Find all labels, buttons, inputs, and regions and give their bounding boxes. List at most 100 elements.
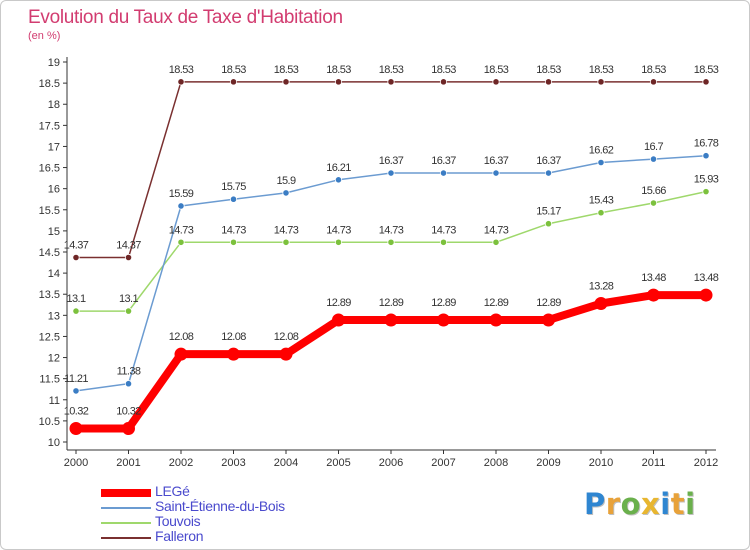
data-label: 16.62 (589, 144, 614, 156)
legend-swatch (101, 521, 151, 524)
data-label: 13.28 (589, 281, 614, 293)
y-tick-label: 13 (48, 310, 60, 322)
data-point (702, 188, 710, 196)
data-point (489, 313, 503, 327)
data-label: 10.32 (116, 405, 141, 417)
data-label: 15.9 (276, 175, 295, 187)
x-tick-label: 2005 (326, 457, 350, 469)
data-label: 14.73 (484, 224, 509, 236)
data-point (122, 421, 135, 435)
data-point (699, 288, 713, 302)
chart-title: Evolution du Taux de Taxe d'Habitation (28, 7, 343, 28)
data-point (124, 380, 133, 388)
x-tick-label: 2001 (116, 457, 140, 469)
data-label: 18.53 (274, 64, 299, 76)
data-label: 18.53 (484, 64, 509, 76)
x-tick-label: 2010 (589, 457, 613, 469)
data-label: 16.37 (431, 155, 456, 167)
data-label: 10.32 (64, 405, 89, 417)
data-point (72, 253, 80, 262)
data-label: 18.53 (641, 64, 666, 76)
data-point (229, 195, 238, 203)
y-tick-label: 19 (48, 57, 60, 69)
data-label: 12.08 (169, 331, 194, 343)
data-label: 18.53 (694, 64, 719, 76)
series-3 (72, 78, 710, 262)
data-label: 16.78 (694, 138, 719, 150)
data-label: 14.73 (326, 224, 351, 236)
data-label: 13.1 (66, 293, 85, 305)
y-tick-label: 14 (48, 268, 60, 280)
data-label: 18.53 (221, 64, 246, 76)
data-point (492, 78, 500, 86)
brand-letter: i (660, 487, 671, 521)
data-label: 12.89 (484, 297, 509, 309)
legend-swatch (101, 488, 151, 497)
data-point (594, 297, 608, 311)
data-point (649, 155, 658, 163)
data-labels-layer: 10.32 10.32 12.08 12.08 12.08 12.89 12.89 12.89… (64, 64, 720, 418)
data-label: 14.73 (379, 224, 404, 236)
data-point (492, 169, 500, 177)
data-point (597, 78, 605, 86)
series-layer (69, 78, 713, 435)
y-tick-label: 10 (48, 437, 60, 449)
x-tick-label: 2007 (431, 457, 455, 469)
data-point (124, 307, 133, 315)
y-tick-label: 11 (49, 395, 60, 407)
data-point (334, 238, 343, 246)
x-tick-label: 2004 (274, 457, 298, 469)
brand-letter: i (685, 487, 696, 521)
data-point (282, 238, 290, 246)
brand-letter: x (641, 487, 661, 521)
y-tick-label: 15 (48, 226, 60, 238)
x-tick-label: 2006 (379, 457, 403, 469)
data-label: 16.37 (484, 155, 509, 167)
data-point (439, 78, 448, 86)
data-point (279, 347, 293, 361)
data-label: 18.53 (169, 64, 194, 76)
data-point (439, 238, 448, 246)
brand-letter: o (620, 487, 642, 521)
chart-subtitle: (en %) (28, 30, 61, 42)
data-label: 13.1 (119, 293, 138, 305)
data-point (334, 176, 343, 184)
data-point (69, 421, 83, 435)
data-point (124, 253, 133, 262)
y-tick-label: 17.5 (39, 120, 60, 132)
data-label: 18.53 (379, 64, 404, 76)
data-label: 13.48 (694, 272, 719, 284)
data-label: 16.7 (644, 141, 663, 153)
data-label: 16.21 (326, 162, 351, 174)
data-point (334, 78, 343, 86)
data-label: 12.89 (326, 297, 351, 309)
data-label: 11.21 (64, 373, 88, 385)
data-label: 15.43 (589, 195, 614, 207)
y-tick-label: 14.5 (39, 247, 60, 259)
data-label: 14.73 (431, 224, 456, 236)
data-label: 15.59 (169, 188, 194, 200)
y-tick-label: 18 (48, 99, 60, 111)
y-tick-label: 11.5 (39, 374, 60, 386)
data-label: 12.08 (274, 331, 299, 343)
legend-label: Saint-Étienne-du-Bois (155, 498, 285, 514)
data-label: 15.66 (641, 185, 666, 197)
series-2 (72, 188, 710, 315)
y-tick-label: 15.5 (39, 205, 60, 217)
legend-label: Touvois (155, 513, 201, 529)
data-label: 11.38 (117, 366, 141, 378)
data-point (229, 78, 238, 86)
data-label: 12.89 (379, 297, 404, 309)
data-label: 13.48 (641, 272, 666, 284)
brand-letter: P (584, 487, 606, 521)
x-tick-label: 2008 (484, 457, 508, 469)
data-label: 14.73 (169, 224, 194, 236)
data-label: 14.73 (221, 224, 246, 236)
data-label: 16.37 (536, 155, 561, 167)
data-point (227, 347, 240, 361)
data-point (597, 209, 605, 217)
data-point (492, 238, 500, 246)
data-point (174, 347, 188, 361)
data-label: 12.08 (221, 331, 246, 343)
data-label: 14.73 (274, 224, 299, 236)
